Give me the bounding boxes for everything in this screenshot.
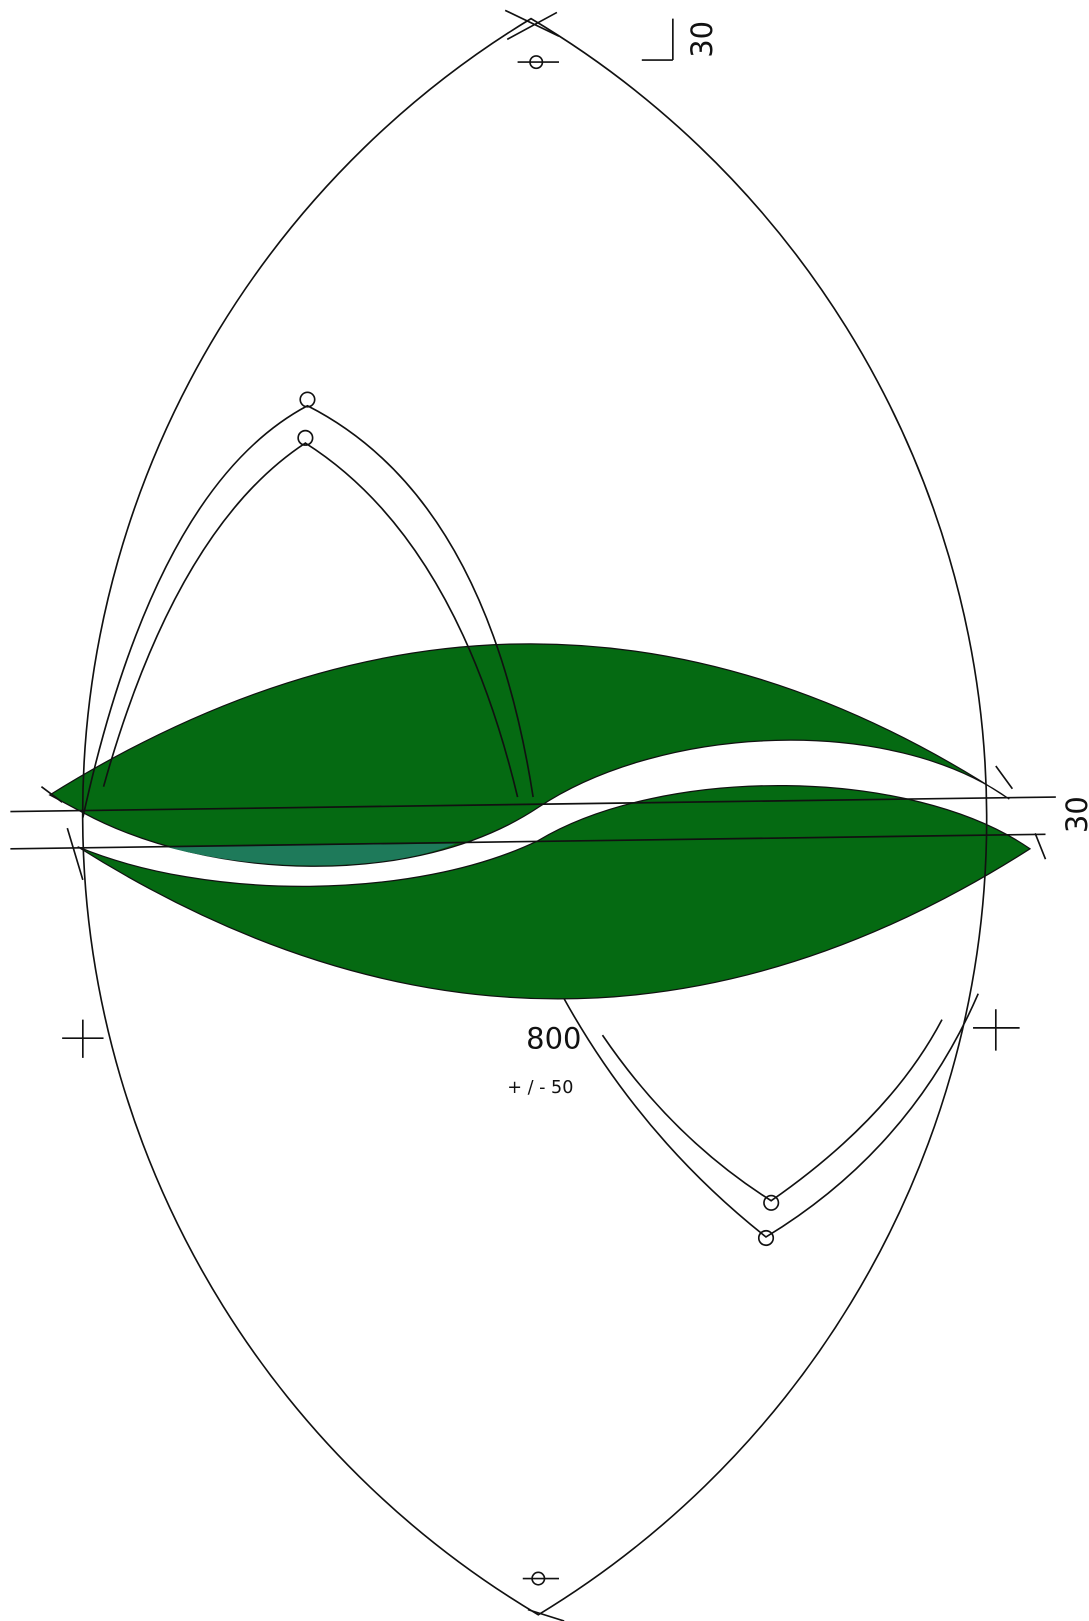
- marker: [763, 1194, 780, 1211]
- lower-arch-outer: [563, 993, 979, 1238]
- outer-vesica: [81, 17, 988, 1616]
- dimension-label: 30: [685, 21, 719, 58]
- upper-arch-inner: [102, 442, 519, 798]
- marker: [757, 1229, 775, 1247]
- lower-arch-inner: [601, 1019, 943, 1202]
- marker: [529, 55, 544, 70]
- length-label: 800: [526, 1022, 581, 1056]
- dimension-label: 30: [1060, 796, 1089, 833]
- marker: [297, 429, 314, 446]
- teal-region: [165, 843, 456, 866]
- upper-green-lens: [48, 643, 1010, 867]
- upper-arch-outer: [82, 404, 534, 818]
- center-line-upper: [10, 796, 1056, 813]
- marker: [531, 1571, 546, 1586]
- marker: [299, 391, 316, 408]
- tolerance-label: + / - 50: [507, 1078, 573, 1098]
- lower-green-lens: [77, 785, 1032, 1000]
- center-line-lower: [10, 833, 1046, 850]
- tick-marks: [40, 9, 1047, 1621]
